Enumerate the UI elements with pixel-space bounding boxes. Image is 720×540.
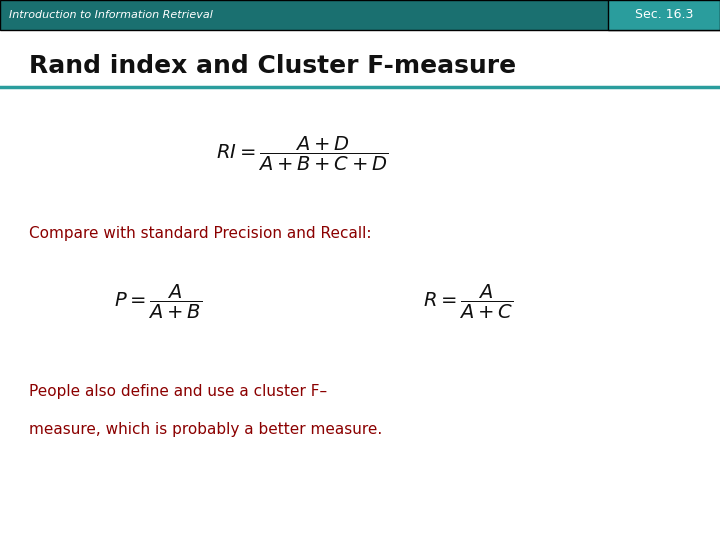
FancyBboxPatch shape <box>0 0 720 30</box>
FancyBboxPatch shape <box>608 0 720 30</box>
Text: Compare with standard Precision and Recall:: Compare with standard Precision and Reca… <box>29 226 372 241</box>
Text: $\mathit{P} = \dfrac{\mathit{A}}{\mathit{A}+\mathit{B}}$: $\mathit{P} = \dfrac{\mathit{A}}{\mathit… <box>114 284 202 321</box>
Text: measure, which is probably a better measure.: measure, which is probably a better meas… <box>29 422 382 437</box>
Text: People also define and use a cluster F–: People also define and use a cluster F– <box>29 384 327 399</box>
Text: $\mathit{R} = \dfrac{\mathit{A}}{\mathit{A}+\mathit{C}}$: $\mathit{R} = \dfrac{\mathit{A}}{\mathit… <box>423 284 513 321</box>
Text: $\mathit{RI} = \dfrac{\mathit{A}+\mathit{D}}{\mathit{A}+\mathit{B}+\mathit{C}+\m: $\mathit{RI} = \dfrac{\mathit{A}+\mathit… <box>216 135 389 173</box>
Text: Introduction to Information Retrieval: Introduction to Information Retrieval <box>9 10 212 20</box>
Text: Rand index and Cluster F-measure: Rand index and Cluster F-measure <box>29 54 516 78</box>
Text: Sec. 16.3: Sec. 16.3 <box>635 8 693 22</box>
